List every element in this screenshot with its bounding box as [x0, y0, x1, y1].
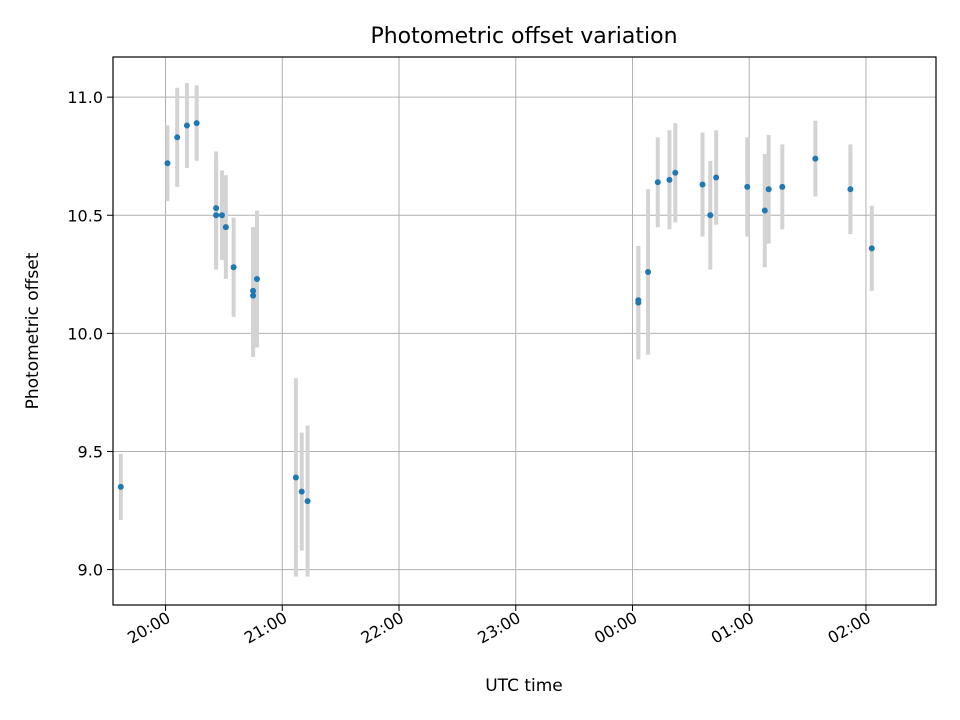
- x-axis-ticks: 20:00 21:00 22:00 23:00 00:00 01:00 02:00: [124, 605, 874, 648]
- x-tick-label: 21:00: [241, 608, 290, 648]
- data-point: [250, 287, 257, 294]
- chart-title: Photometric offset variation: [370, 24, 677, 49]
- data-point: [707, 212, 714, 219]
- data-point: [645, 268, 652, 275]
- y-tick-label: 11.0: [67, 88, 103, 107]
- data-point: [213, 212, 220, 219]
- data-point: [699, 181, 706, 188]
- x-tick-label: 22:00: [358, 608, 407, 648]
- data-point: [666, 176, 673, 183]
- data-point: [183, 122, 190, 129]
- data-point: [761, 207, 768, 214]
- data-point: [117, 483, 124, 490]
- data-point: [222, 224, 229, 231]
- data-point: [250, 292, 257, 299]
- data-point: [298, 488, 305, 495]
- x-tick-label: 01:00: [708, 608, 757, 648]
- data-point: [193, 120, 200, 127]
- data-point: [744, 183, 751, 190]
- grid: [113, 57, 936, 605]
- plot-frame: [112, 56, 937, 606]
- data-point: [713, 174, 720, 181]
- data-point: [654, 179, 661, 186]
- data-point: [672, 169, 679, 176]
- data-points: [117, 120, 875, 505]
- y-tick-label: 10.0: [67, 324, 103, 343]
- x-tick-label: 02:00: [825, 608, 874, 648]
- data-point: [174, 134, 181, 141]
- y-tick-label: 9.0: [78, 561, 103, 580]
- y-axis-label: Photometric offset: [23, 252, 43, 409]
- x-tick-label: 00:00: [591, 608, 640, 648]
- error-bars: [118, 82, 874, 577]
- y-tick-label: 10.5: [67, 206, 103, 225]
- data-point: [812, 155, 819, 162]
- y-axis-ticks: 9.0 9.5 10.0 10.5 11.0: [67, 88, 113, 580]
- data-point: [635, 299, 642, 306]
- data-point: [164, 160, 171, 167]
- data-point: [304, 498, 311, 505]
- x-tick-label: 20:00: [124, 608, 173, 648]
- data-point: [292, 474, 299, 481]
- data-point: [847, 186, 854, 193]
- data-point: [230, 264, 237, 271]
- data-point: [218, 212, 225, 219]
- x-axis-label: UTC time: [485, 676, 563, 696]
- data-point: [868, 245, 875, 252]
- data-point: [779, 183, 786, 190]
- x-tick-label: 23:00: [474, 608, 523, 648]
- data-point: [213, 205, 220, 212]
- data-point: [765, 186, 772, 193]
- data-point: [253, 276, 260, 283]
- y-tick-label: 9.5: [78, 442, 103, 461]
